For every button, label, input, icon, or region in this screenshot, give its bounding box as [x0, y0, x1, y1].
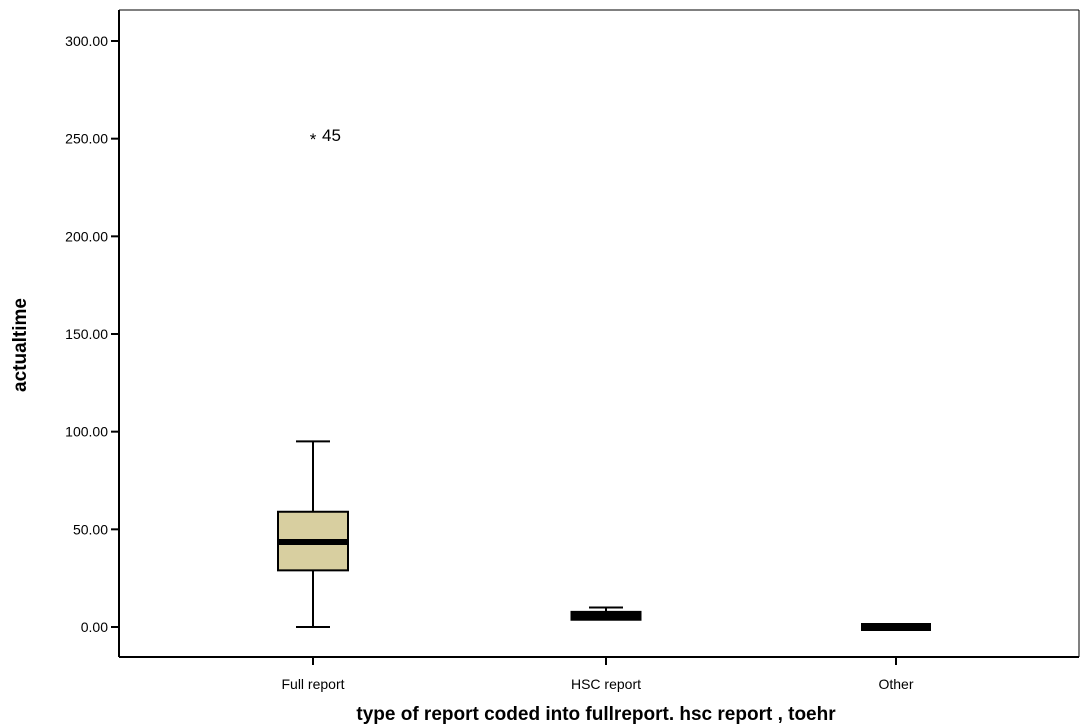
x-tick-label: Other	[878, 676, 913, 692]
y-tick-label: 150.00	[65, 326, 108, 342]
box-full-report: * 45	[277, 126, 349, 628]
y-tick-label: 100.00	[65, 424, 108, 440]
y-axis-title: actualtime	[10, 298, 31, 392]
box-other	[861, 623, 931, 631]
y-axis-ticks: 0.00 50.00 100.00 150.00 200.00 250.00 300.00	[65, 33, 119, 635]
outlier-label: 45	[322, 126, 341, 145]
y-tick-label: 200.00	[65, 228, 108, 244]
outlier-marker: *	[310, 130, 317, 149]
axes	[118, 9, 1080, 658]
boxes: * 45	[277, 126, 931, 631]
y-tick-label: 300.00	[65, 33, 108, 49]
x-axis-ticks: Full report HSC report Other	[281, 657, 914, 692]
x-axis-title: type of report coded into fullreport. hs…	[356, 704, 836, 725]
box-hsc-report	[570, 606, 642, 621]
x-tick-label: Full report	[281, 676, 344, 692]
y-tick-label: 50.00	[73, 521, 108, 537]
x-tick-label: HSC report	[571, 676, 641, 692]
y-tick-label: 250.00	[65, 131, 108, 147]
y-tick-label: 0.00	[81, 619, 108, 635]
